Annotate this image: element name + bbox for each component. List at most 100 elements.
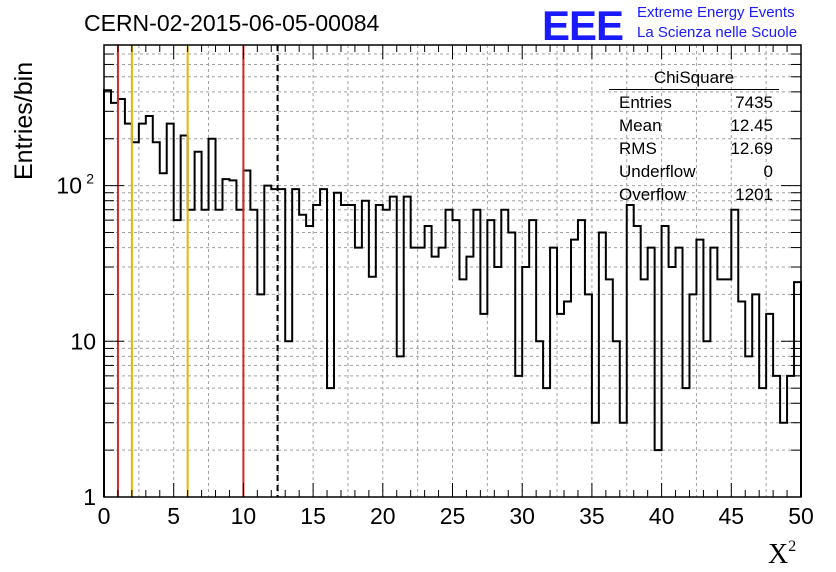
stats-row-entries: Entries 7435 (609, 91, 779, 114)
histogram-bin (794, 282, 801, 497)
histogram-bin (780, 423, 787, 497)
x-axis-label: X2 (768, 538, 796, 571)
x-tick-label: 50 (788, 503, 814, 529)
histogram-bin (278, 189, 285, 497)
y-tick-label: 1 (83, 484, 96, 510)
histogram-bin (341, 205, 348, 497)
y-axis-label: Entries/bin (10, 61, 38, 180)
histogram-bin (494, 267, 501, 497)
histogram-bin (466, 257, 473, 497)
histogram-bin (627, 205, 634, 497)
x-tick-label: 0 (98, 503, 111, 529)
histogram-bin (522, 267, 529, 497)
histogram-bin (599, 232, 606, 497)
histogram-bin (181, 135, 188, 497)
y-tick-label: 10 (56, 173, 82, 199)
stats-label: RMS (619, 139, 657, 158)
histogram-bin (655, 450, 662, 497)
histogram-bin (529, 220, 536, 497)
histogram-bin (689, 294, 696, 497)
x-tick-label: 5 (167, 503, 180, 529)
x-tick-label: 30 (509, 503, 535, 529)
stats-label: Mean (619, 116, 662, 135)
histogram-bin (195, 152, 202, 497)
stats-label: Underflow (619, 162, 696, 181)
stats-box-title: ChiSquare (609, 68, 779, 90)
histogram-bin (285, 341, 292, 497)
x-tick-label: 40 (649, 503, 675, 529)
histogram-bin (439, 248, 446, 497)
x-tick-label: 15 (300, 503, 326, 529)
histogram-bin (620, 423, 627, 497)
histogram-bin (536, 341, 543, 497)
x-tick-label: 35 (579, 503, 605, 529)
histogram-bin (676, 248, 683, 497)
histogram-bin (592, 423, 599, 497)
histogram-bin (390, 197, 397, 497)
histogram-bin (703, 341, 710, 497)
stats-value: 12.69 (730, 139, 773, 158)
histogram-bin (111, 103, 118, 497)
histogram-series (103, 89, 802, 497)
histogram-bin (564, 302, 571, 497)
x-tick-label: 45 (719, 503, 745, 529)
histogram-bin (299, 215, 306, 497)
y-tick-exponent: 2 (86, 171, 94, 187)
histogram-bin (515, 376, 522, 497)
histogram-bin (446, 210, 453, 497)
histogram-bin (236, 210, 243, 497)
histogram-bin (578, 220, 585, 497)
stats-row-overflow: Overflow 1201 (609, 183, 779, 206)
brand-subtitle: La Scienza nelle Scuole (637, 24, 798, 41)
histogram-bin (683, 388, 690, 497)
histogram-bin (473, 210, 480, 497)
histogram-bin (759, 388, 766, 497)
histogram-bin (313, 205, 320, 497)
x-axis-label-superscript: 2 (788, 538, 797, 555)
histogram-bin (745, 356, 752, 497)
histogram-bin (411, 248, 418, 497)
histogram-bin (320, 189, 327, 497)
stats-value: 1201 (735, 185, 773, 204)
histogram-bin (369, 277, 376, 497)
x-tick-label: 10 (231, 503, 257, 529)
x-tick-label: 20 (370, 503, 396, 529)
histogram-bin (257, 294, 264, 497)
histogram-bin (669, 267, 676, 497)
stats-label: Entries (619, 93, 672, 112)
histogram-bin (153, 142, 160, 497)
stats-box: ChiSquare Entries 7435 Mean 12.45 RMS 12.69… (609, 68, 779, 206)
histogram-bin (383, 210, 390, 497)
histogram-bin (550, 248, 557, 497)
histogram-bin (397, 356, 404, 497)
histogram-bin (250, 210, 257, 497)
histogram-bin (787, 376, 794, 497)
chart-title: CERN-02-2015-06-05-00084 (84, 10, 380, 36)
x-tick-label: 25 (440, 503, 466, 529)
histogram-bin (188, 210, 195, 497)
stats-row-mean: Mean 12.45 (609, 114, 779, 137)
histogram-bin (348, 205, 355, 497)
histogram-bin (327, 388, 334, 497)
histogram-bin (738, 302, 745, 497)
histogram-bin (585, 294, 592, 497)
histogram-bin (118, 99, 125, 497)
x-axis-label-text: X (768, 539, 789, 570)
histogram-bin (453, 220, 460, 497)
histogram-bin (696, 240, 703, 497)
stats-value: 7435 (735, 93, 773, 112)
histogram-bin (229, 180, 236, 497)
histogram-bin (167, 124, 174, 497)
eee-logo: EEE (542, 2, 624, 49)
histogram-bin (773, 376, 780, 497)
histogram-bin (334, 193, 341, 497)
histogram-bin (508, 232, 515, 497)
histogram-bin (355, 248, 362, 497)
stats-row-rms: RMS 12.69 (609, 137, 779, 160)
histogram-bin (648, 248, 655, 497)
histogram-bin (710, 248, 717, 497)
histogram-bin (571, 240, 578, 497)
histogram-bin (487, 220, 494, 497)
histogram-bin (752, 294, 759, 497)
